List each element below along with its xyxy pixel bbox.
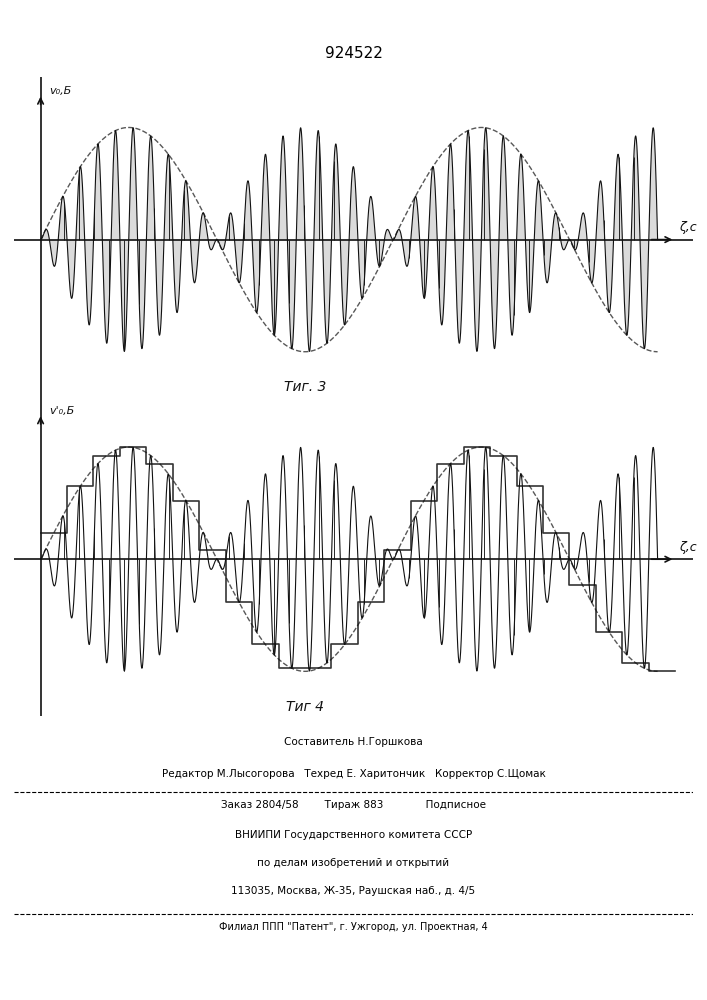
Text: Τиг. 3: Τиг. 3 [284, 380, 326, 394]
Text: Заказ 2804/58        Тираж 883             Подписное: Заказ 2804/58 Тираж 883 Подписное [221, 800, 486, 810]
Text: по делам изобретений и открытий: по делам изобретений и открытий [257, 858, 450, 868]
Text: Τиг 4: Τиг 4 [286, 700, 324, 714]
Text: ζ,c: ζ,c [679, 221, 696, 234]
Text: v₀,Б: v₀,Б [49, 86, 71, 96]
Text: 113035, Москва, Ж-35, Раушская наб., д. 4/5: 113035, Москва, Ж-35, Раушская наб., д. … [231, 886, 476, 896]
Text: v'₀,Б: v'₀,Б [49, 406, 75, 416]
Text: ζ,c: ζ,c [679, 541, 696, 554]
Text: Составитель Н.Горшкова: Составитель Н.Горшкова [284, 737, 423, 747]
Text: 924522: 924522 [325, 46, 382, 61]
Text: Редактор М.Лысогорова   Техред Е. Харитончик   Корректор С.Щомак: Редактор М.Лысогорова Техред Е. Харитонч… [162, 769, 545, 779]
Text: ВНИИПИ Государственного комитета СССР: ВНИИПИ Государственного комитета СССР [235, 830, 472, 840]
Text: Филиал ППП "Патент", г. Ужгород, ул. Проектная, 4: Филиал ППП "Патент", г. Ужгород, ул. Про… [219, 922, 488, 932]
